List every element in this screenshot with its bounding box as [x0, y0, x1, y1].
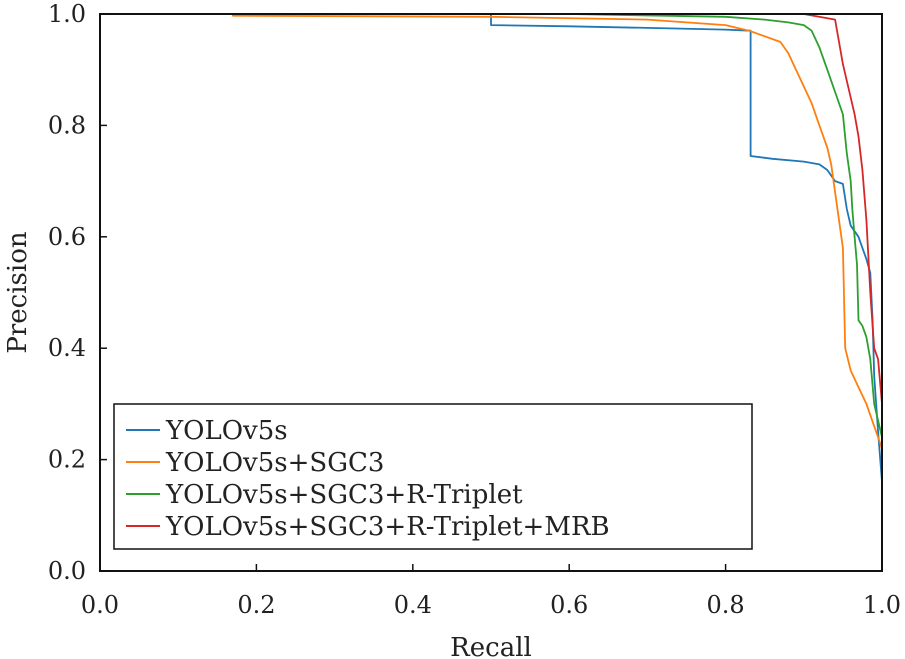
legend: YOLOv5sYOLOv5s+SGC3YOLOv5s+SGC3+R-Triple… [113, 403, 753, 550]
legend-label-2: YOLOv5s+SGC3 [165, 448, 384, 478]
y-axis-label: Precision [3, 231, 33, 353]
y-tick-label: 0.6 [48, 223, 86, 251]
ticks-layer: 0.0 0.2 0.4 0.6 0.8 1.0 0.0 0.2 0.4 0.6 0.8 1.0 [48, 0, 901, 619]
legend-label-4: YOLOv5s+SGC3+R-Triplet+MRB [165, 512, 610, 542]
x-axis-label: Recall [450, 633, 532, 659]
series-layer [100, 13, 883, 571]
legend-box [113, 403, 753, 550]
x-tick-label: 1.0 [863, 591, 901, 619]
series-line-4 [100, 13, 883, 571]
y-tick-label: 1.0 [48, 0, 86, 28]
x-tick-label: 0.4 [394, 591, 432, 619]
plot-frame [99, 13, 883, 572]
x-tick-label: 0.2 [237, 591, 275, 619]
legend-label-3: YOLOv5s+SGC3+R-Triplet [165, 480, 523, 510]
series-line-2 [100, 13, 883, 571]
series-line-3 [100, 13, 883, 571]
x-tick-label: 0.6 [550, 591, 588, 619]
y-tick-label: 0.4 [48, 334, 86, 362]
y-tick-label: 0.8 [48, 111, 86, 139]
legend-label-1: YOLOv5s [165, 416, 288, 446]
x-tick-label: 0.0 [81, 591, 119, 619]
y-tick-label: 0.2 [48, 446, 86, 474]
y-tick-label: 0.0 [48, 557, 86, 585]
x-tick-label: 0.8 [707, 591, 745, 619]
